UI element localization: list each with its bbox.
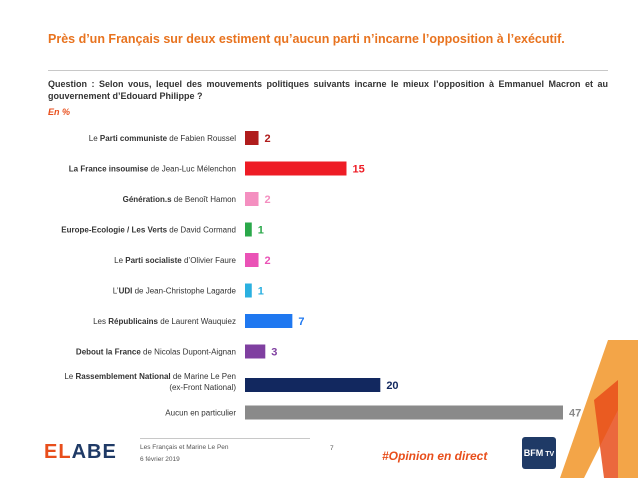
value-label: 20 (386, 380, 398, 392)
category-label: Le Parti socialiste d’Olivier Faure (114, 256, 236, 265)
category-label: Europe-Ecologie / Les Verts de David Cor… (61, 226, 236, 235)
value-label: 2 (265, 194, 271, 206)
category-label: Génération.s de Benoît Hamon (123, 195, 236, 204)
bar-chart: Le Parti communiste de Fabien Roussel 2 La… (61, 131, 581, 420)
value-label: 2 (265, 133, 271, 145)
bfm-tv-logo: BFM TV (522, 437, 556, 469)
title-divider (48, 70, 608, 71)
hashtag: #Opinion en direct (382, 449, 488, 463)
bar (245, 283, 252, 298)
bar (245, 378, 381, 392)
category-label: Aucun en particulier (165, 409, 236, 418)
bar (245, 344, 266, 359)
bar (245, 161, 347, 176)
value-label: 1 (258, 286, 264, 298)
elabe-logo: ELABE (44, 441, 117, 463)
footer-date: 6 février 2019 (140, 456, 180, 463)
category-label: Le Rassemblement National de Marine Le P… (64, 372, 236, 392)
decorative-a-shape (560, 340, 638, 478)
value-label: 7 (298, 316, 304, 328)
bar (245, 405, 563, 420)
footer-study-title: Les Français et Marine Le Pen (140, 444, 229, 451)
category-label: Les Républicains de Laurent Wauquiez (93, 317, 236, 326)
category-label: L’UDI de Jean-Christophe Lagarde (113, 287, 237, 296)
unit-label: En % (48, 107, 71, 117)
value-label: 2 (265, 255, 271, 267)
page-title: Près d’un Français sur deux estiment qu’… (48, 32, 565, 46)
bar (245, 314, 293, 328)
value-label: 15 (352, 164, 364, 176)
value-label: 1 (258, 225, 264, 237)
survey-question: Question : Selon vous, lequel des mouvem… (48, 79, 608, 101)
bar (245, 222, 252, 237)
bar (245, 131, 259, 145)
bar (245, 253, 259, 267)
category-label: Debout la France de Nicolas Dupont-Aigna… (76, 348, 236, 357)
value-label: 47 (569, 408, 581, 420)
page-number: 7 (330, 445, 334, 452)
category-label: La France insoumise de Jean-Luc Mélencho… (69, 165, 236, 174)
bar (245, 192, 259, 206)
footer-divider (140, 438, 310, 439)
value-label: 3 (271, 347, 277, 359)
category-label: Le Parti communiste de Fabien Roussel (89, 134, 236, 143)
